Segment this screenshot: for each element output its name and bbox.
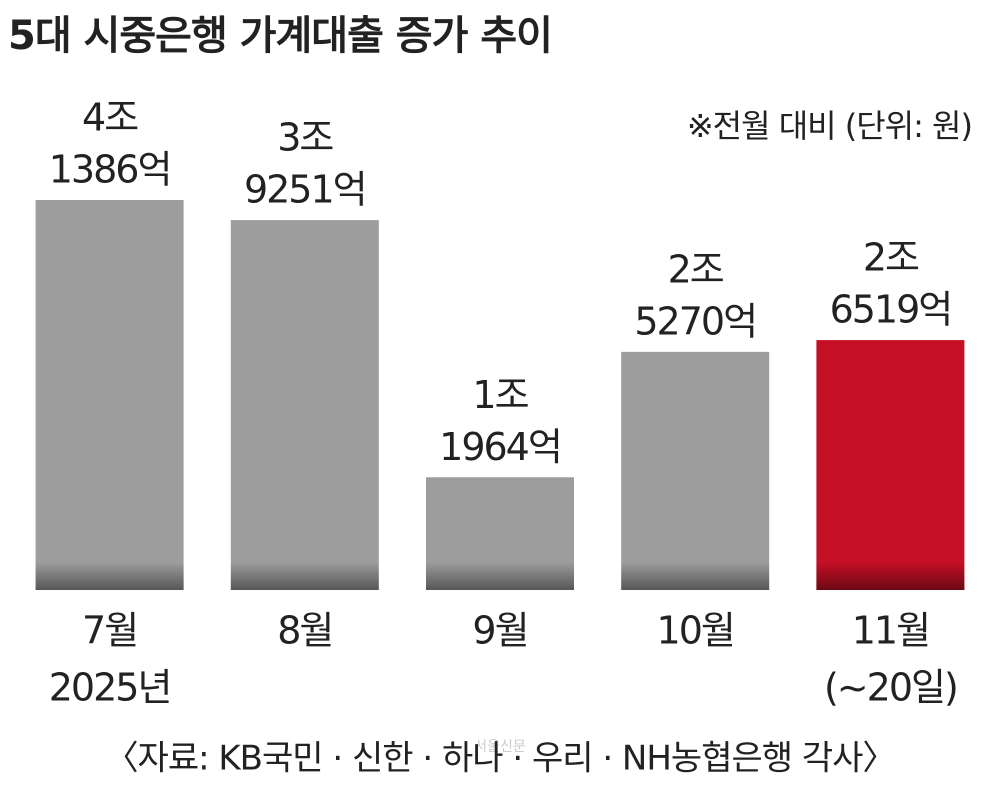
bar — [816, 340, 965, 590]
value-label: 9251억 — [244, 168, 366, 212]
x-tick-label: 11월 — [852, 609, 929, 653]
bar-shade — [621, 562, 770, 590]
x-tick-label: 10월 — [657, 609, 734, 653]
bar-shade — [816, 562, 965, 590]
value-label: 2조 — [863, 236, 919, 280]
source: 〈자료: KB국민 · 신한 · 하나 · 우리 · NH농협은행 각사〉 — [105, 739, 896, 779]
bar — [35, 200, 184, 590]
value-label: 4조 — [82, 96, 138, 140]
value-label: 5270억 — [634, 299, 756, 343]
value-label: 2조 — [668, 247, 724, 291]
subtitle: ※전월 대비 (단위: 원) — [687, 107, 972, 145]
bar-shade — [426, 562, 574, 590]
x-tick-label: 8월 — [277, 609, 332, 653]
bar-shade — [35, 562, 184, 590]
category-note: 2025년 — [49, 666, 171, 710]
value-label: 1조 — [472, 373, 528, 417]
category-note: (~20일) — [824, 666, 957, 710]
x-tick-label: 7월 — [82, 609, 137, 653]
bar — [621, 351, 770, 590]
value-label: 6519억 — [830, 288, 952, 332]
watermark: 서울신문 — [474, 739, 526, 755]
value-label: 1386억 — [49, 148, 171, 192]
value-label: 1964억 — [439, 425, 561, 469]
chart-title: 5대 시중은행 가계대출 증가 추이 — [8, 13, 552, 59]
bar-shade — [230, 562, 379, 590]
value-label: 3조 — [277, 116, 333, 160]
x-tick-label: 9월 — [472, 609, 527, 653]
bar — [230, 220, 379, 590]
